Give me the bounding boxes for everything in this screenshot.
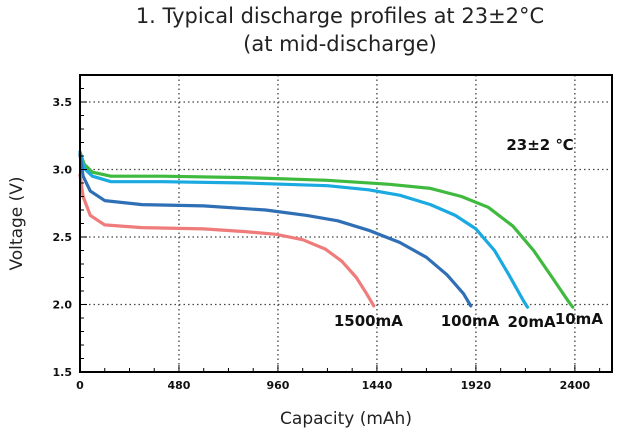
series-line: [78, 150, 530, 309]
x-tick-label: 480: [167, 379, 190, 392]
chart-subtitle: (at mid-discharge): [243, 32, 437, 56]
y-axis-label: Voltage (V): [7, 176, 27, 270]
x-tick-label: 1440: [362, 379, 393, 392]
series-line: [78, 173, 376, 308]
series-group: [78, 150, 575, 309]
series-label: 20mA: [507, 313, 556, 331]
series-line: [78, 153, 473, 308]
axis-ticks: 0 480 960 1440 1920 2400 1.5 2.0 2.5 3.0 3.5: [53, 74, 601, 392]
series-label: 10mA: [555, 310, 604, 328]
x-tick-label: 960: [266, 379, 289, 392]
series-label: 100mA: [441, 312, 500, 330]
x-tick-label: 1920: [461, 379, 492, 392]
y-tick-label: 2.0: [53, 299, 73, 312]
x-axis-label: Capacity (mAh): [280, 409, 412, 429]
grid: [80, 75, 612, 372]
y-tick-label: 3.0: [53, 164, 73, 177]
y-tick-label: 2.5: [53, 231, 73, 244]
series-label: 1500mA: [334, 312, 403, 330]
chart-title: 1. Typical discharge profiles at 23±2°C: [135, 4, 545, 28]
x-tick-label: 0: [76, 379, 84, 392]
series-line: [78, 150, 575, 309]
temperature-annotation: 23±2 ℃: [506, 136, 573, 154]
y-tick-label: 3.5: [53, 96, 73, 109]
y-tick-label: 1.5: [53, 366, 73, 379]
x-tick-label: 2400: [560, 379, 591, 392]
